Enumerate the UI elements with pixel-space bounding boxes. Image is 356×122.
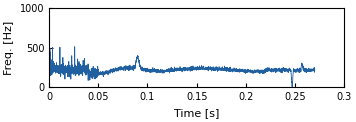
Y-axis label: Freq. [Hz]: Freq. [Hz] <box>4 21 14 75</box>
X-axis label: Time [s]: Time [s] <box>174 108 219 118</box>
